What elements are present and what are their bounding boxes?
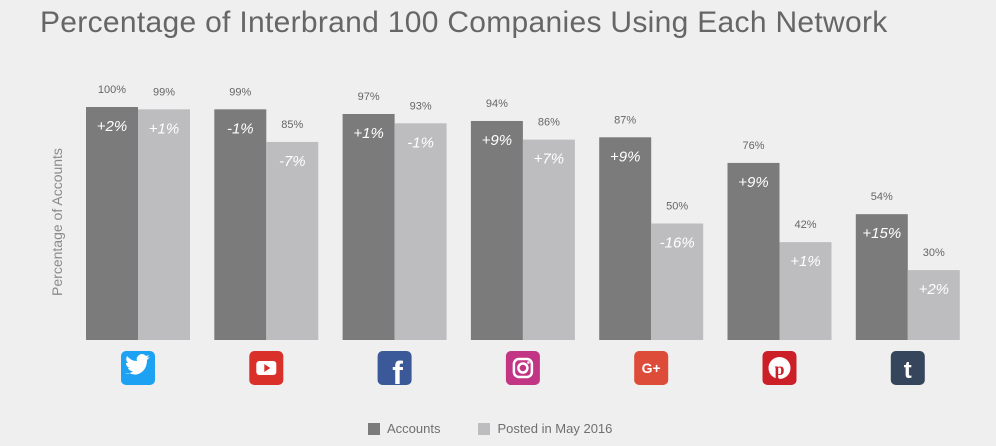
bar-google-s1 [651,223,704,340]
value-label: 54% [871,191,893,203]
bar-youtube-s0 [214,109,267,340]
value-label: 86% [538,117,560,129]
value-label: 94% [486,98,508,110]
y-axis-label: Percentage of Accounts [49,148,65,296]
change-label: +2% [97,118,127,135]
facebook-f-icon: f [392,355,403,391]
bar-twitter-s1 [138,109,190,340]
pinterest-p-icon: p [774,359,784,379]
change-label: +9% [738,174,768,191]
change-label: +1% [149,120,179,137]
change-label: +9% [610,148,640,165]
legend-item-posted: Posted in May 2016 [478,421,612,436]
change-label: +1% [790,253,820,270]
bar-facebook-s1 [394,123,447,340]
google-plus-icon [634,351,669,385]
bar-facebook-s0 [342,113,395,341]
bar-instagram-s0 [470,120,523,340]
change-label: -1% [227,120,254,137]
bar-pinterest-s0 [727,162,780,340]
tumblr-t-icon: t [904,357,912,384]
value-label: 99% [229,86,251,98]
bar-google-s0 [599,137,652,340]
change-label: -1% [407,134,434,151]
value-label: 93% [410,100,432,112]
instagram-lens-icon [517,362,529,374]
value-label: 76% [742,140,764,152]
pinterest-circle-icon [768,357,791,379]
twitter-bird-icon [125,354,150,375]
facebook-icon [377,351,412,385]
google-plus-glyph-icon: G+ [642,360,661,376]
youtube-play-icon [264,364,271,372]
tumblr-icon [890,351,925,385]
bar-twitter-s0 [86,107,138,340]
legend-label-posted: Posted in May 2016 [497,421,613,436]
value-label: 87% [614,114,636,126]
value-label: 42% [794,219,816,231]
change-label: +15% [862,225,901,242]
change-label: +9% [482,132,512,149]
change-label: -16% [660,235,695,252]
value-label: 30% [923,247,945,259]
value-label: 100% [98,84,126,96]
value-label: 97% [358,91,380,103]
legend-swatch-accounts [368,422,380,435]
instagram-frame-icon [512,357,534,379]
legend-label-accounts: Accounts [387,421,441,436]
legend: Accounts Posted in May 2016 [368,421,650,436]
value-label: 99% [153,86,175,98]
legend-swatch-posted [478,422,491,435]
instagram-icon [505,351,540,385]
change-label: +7% [534,151,564,168]
bar-tumblr-s1 [907,270,960,340]
legend-item-accounts: Accounts [368,421,440,436]
chart-title: Percentage of Interbrand 100 Companies U… [40,6,888,39]
change-label: -7% [279,153,306,170]
value-label: 50% [666,201,688,213]
change-label: +2% [919,281,949,298]
change-label: +1% [353,125,383,142]
bar-tumblr-s0 [855,214,908,340]
instagram-dot-icon [527,361,530,364]
bar-pinterest-s1 [779,242,832,340]
value-label: 85% [281,119,303,131]
bar-instagram-s1 [522,139,575,340]
bar-youtube-s1 [266,141,319,340]
